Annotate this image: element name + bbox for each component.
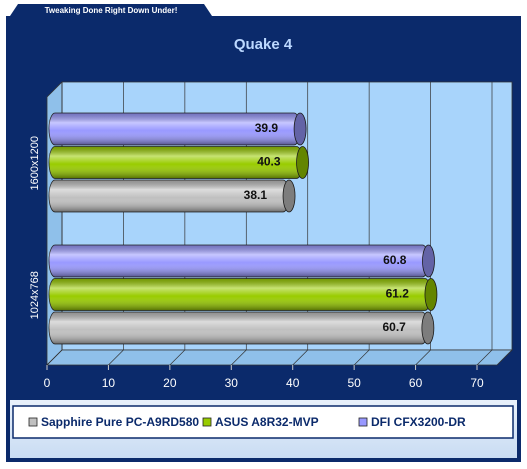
bar-cap <box>282 179 296 213</box>
bar-cap-shade <box>283 180 296 212</box>
y-tick-label: 1600x1200 <box>29 136 41 190</box>
banner-tab <box>10 4 212 16</box>
bar-cap <box>424 278 438 311</box>
legend-label: ASUS A8R32-MVP <box>215 415 319 429</box>
x-tick-label: 50 <box>347 376 361 390</box>
legend-box <box>12 405 514 439</box>
data-label: 38.1 <box>244 188 268 202</box>
bar-shade <box>49 245 429 277</box>
legend-swatch <box>28 417 38 427</box>
bar-cap <box>422 244 435 278</box>
bar-cap <box>421 311 435 345</box>
legend-swatch <box>358 417 368 427</box>
bar-cap <box>296 146 309 179</box>
x-tick-label: 20 <box>163 376 177 390</box>
data-label: 61.2 <box>386 287 410 301</box>
bar-cap-shade <box>421 312 434 344</box>
bar-cap-shade <box>296 146 309 179</box>
floor-grid-line <box>415 349 431 366</box>
y-tick-label: 1024x768 <box>29 271 41 319</box>
bar-shade <box>49 146 303 179</box>
floor-grid-line <box>231 349 247 366</box>
x-tick-label: 0 <box>44 376 51 390</box>
bar-cap-shade <box>294 113 307 145</box>
data-label: 60.8 <box>383 253 407 267</box>
floor-grid-line <box>353 349 370 366</box>
bar-shade <box>49 312 428 344</box>
chart-title: Quake 4 <box>234 36 293 53</box>
legend-swatch <box>202 417 212 427</box>
bar-shade <box>49 180 290 212</box>
floor-grid-line <box>46 349 63 366</box>
x-tick-label: 30 <box>225 376 239 390</box>
legend-label: DFI CFX3200-DR <box>371 415 466 429</box>
floor-grid-line <box>476 349 493 366</box>
legend-label: Sapphire Pure PC-A9RD580 <box>41 415 199 429</box>
bar-cap-shade <box>422 245 435 277</box>
floor <box>46 349 513 366</box>
x-tick-label: 10 <box>102 376 116 390</box>
bar-cap-shade <box>424 278 437 311</box>
x-tick-label: 60 <box>409 376 423 390</box>
data-label: 40.3 <box>257 155 281 169</box>
floor-grid-line <box>292 349 308 366</box>
bar-shade <box>49 113 301 145</box>
bar-cap <box>293 112 307 146</box>
data-label: 39.9 <box>255 121 279 135</box>
x-tick-label: 40 <box>286 376 300 390</box>
x-tick-label: 70 <box>470 376 484 390</box>
floor-grid-line <box>169 349 186 366</box>
floor-grid-line <box>108 349 124 366</box>
bar-shade <box>49 278 431 311</box>
banner-text: Tweaking Done Right Down Under! <box>45 6 178 15</box>
data-label: 60.7 <box>383 320 407 334</box>
